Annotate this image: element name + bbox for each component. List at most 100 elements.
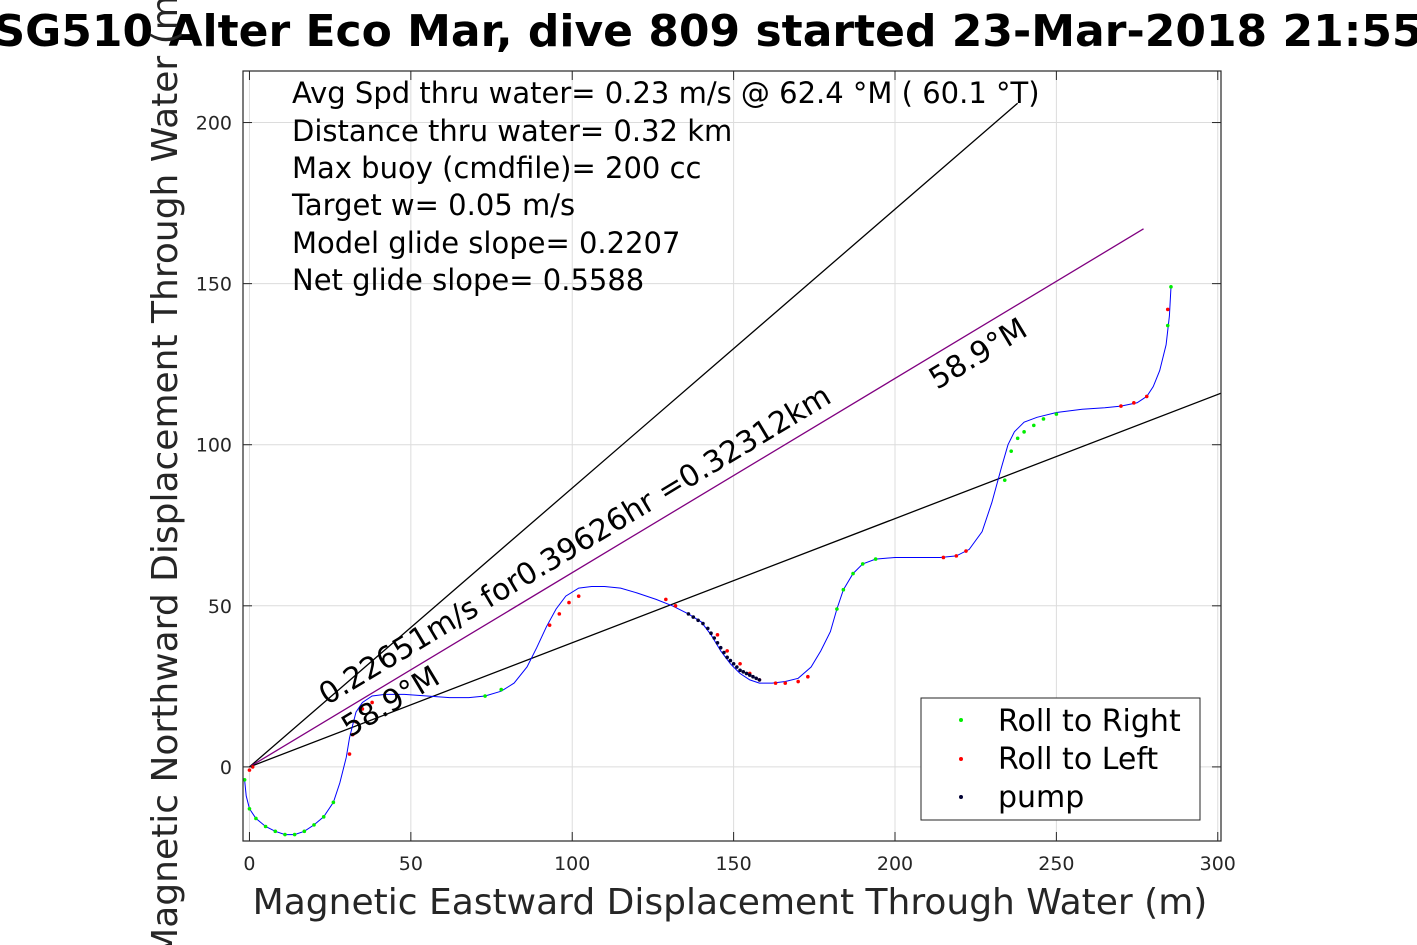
x-tick-label: 50 [399, 853, 423, 875]
point-pump [747, 673, 752, 677]
point-roll-to-left [354, 719, 358, 724]
point-pump [757, 678, 762, 682]
x-tick-label: 100 [554, 853, 590, 875]
chart-title: SG510 Alter Eco Mar, dive 809 started 23… [0, 6, 1417, 57]
point-roll-to-left [773, 681, 778, 685]
point-roll-to-right [1015, 436, 1020, 441]
point-roll-to-right [1031, 423, 1036, 428]
y-tick-label: 200 [196, 113, 232, 135]
point-roll-to-left [1144, 394, 1149, 399]
point-roll-to-right [331, 800, 336, 805]
point-roll-to-right [302, 829, 307, 834]
point-pump [701, 621, 705, 626]
point-roll-to-left [567, 600, 571, 605]
point-roll-to-right [254, 816, 258, 821]
point-pump [712, 636, 717, 640]
info-max-buoy: Max buoy (cmdfile)= 200 cc [292, 151, 701, 185]
point-pump [728, 658, 733, 663]
x-axis-label: Magnetic Eastward Displacement Through W… [253, 882, 1208, 923]
x-tick-label: 0 [243, 853, 255, 875]
point-roll-to-right [273, 829, 278, 834]
info-model-glide-slope: Model glide slope= 0.2207 [292, 226, 680, 260]
point-pump [705, 626, 710, 631]
point-pump [754, 676, 759, 681]
point-roll-to-left [964, 549, 968, 553]
point-pump [731, 662, 736, 666]
legend-marker-pump [959, 795, 963, 799]
reference-lines [249, 102, 1221, 768]
legend-label-pump: pump [998, 780, 1084, 815]
info-box: Avg Spd thru water= 0.23 m/s @ 62.4 °M (… [291, 76, 1040, 297]
info-avg-speed: Avg Spd thru water= 0.23 m/s @ 62.4 °M (… [292, 76, 1040, 110]
point-roll-to-right [283, 832, 287, 837]
x-tick-label: 200 [877, 853, 913, 875]
point-roll-to-left [954, 554, 959, 558]
point-roll-to-left [370, 700, 374, 705]
y-tick-label: 50 [208, 596, 232, 618]
point-roll-to-right [292, 832, 297, 837]
point-pump [686, 612, 691, 616]
reference-line-heading [249, 228, 1144, 768]
point-roll-to-left [350, 732, 355, 737]
legend-box [920, 697, 1201, 821]
point-roll-to-right [483, 694, 487, 698]
point-roll-to-left [941, 555, 946, 560]
legend-label-roll-left: Roll to Left [998, 742, 1158, 777]
point-roll-to-right [1002, 478, 1007, 482]
point-roll-to-left [557, 612, 562, 616]
point-pump [718, 645, 723, 650]
points-layer [243, 285, 1173, 837]
plot-frame [242, 70, 1222, 842]
point-roll-to-right [841, 587, 846, 592]
axis-ticks: 0 50 100 150 200 250 300 0 50 100 150 200 [196, 71, 1236, 875]
point-roll-to-right [851, 571, 855, 576]
point-pump [722, 650, 726, 655]
point-roll-to-left [796, 679, 800, 684]
info-net-glide-slope: Net glide slope= 0.5588 [292, 263, 644, 297]
point-roll-to-right [835, 607, 839, 611]
point-roll-to-left [783, 681, 788, 685]
legend-label-roll-right: Roll to Right [998, 704, 1181, 739]
y-tick-label: 150 [196, 274, 232, 296]
point-roll-to-right [499, 687, 504, 692]
x-tick-label: 300 [1200, 853, 1236, 875]
reference-line-lower-bound [249, 392, 1221, 768]
info-distance: Distance thru water= 0.32 km [292, 114, 732, 148]
annotations: 0.22651m/s for0.39626hr =0.32312km 58.9°M… [313, 311, 1033, 744]
point-roll-to-left [715, 633, 720, 637]
point-roll-to-left [806, 674, 810, 679]
point-roll-to-left [247, 768, 252, 772]
point-roll-to-left [547, 623, 552, 627]
point-pump [751, 674, 755, 679]
point-roll-to-right [263, 824, 268, 829]
annotation-0: 0.22651m/s for0.39626hr =0.32312km [313, 378, 837, 712]
point-roll-to-left [360, 707, 365, 711]
track-layer [244, 286, 1172, 836]
point-pump [709, 631, 713, 635]
legend: Roll to Right Roll to Left pump [920, 697, 1201, 821]
y-tick-label: 0 [220, 757, 232, 779]
point-roll-to-right [1009, 449, 1013, 453]
point-roll-to-right [1041, 417, 1046, 421]
point-pump [691, 615, 696, 619]
point-roll-to-right [321, 815, 326, 819]
point-roll-to-left [1119, 404, 1123, 408]
point-roll-to-left [725, 649, 729, 653]
point-roll-to-right [860, 562, 865, 566]
point-roll-to-left [673, 604, 678, 608]
info-target-w: Target w= 0.05 m/s [291, 188, 575, 222]
point-roll-to-right [873, 557, 878, 561]
point-pump [725, 655, 729, 660]
point-roll-to-right [312, 823, 316, 827]
point-roll-to-left [576, 594, 581, 598]
point-pump [696, 618, 700, 623]
reference-line-upper-bound [249, 102, 1019, 768]
point-pump [738, 668, 742, 673]
legend-marker-roll-right [959, 718, 963, 722]
y-axis-label: Magnetic Northward Displacement Through … [145, 0, 186, 945]
point-roll-to-right [1054, 412, 1059, 416]
point-roll-to-left [250, 765, 255, 769]
annotation-2: 58.9°M [923, 311, 1033, 396]
point-roll-to-left [1132, 401, 1136, 405]
